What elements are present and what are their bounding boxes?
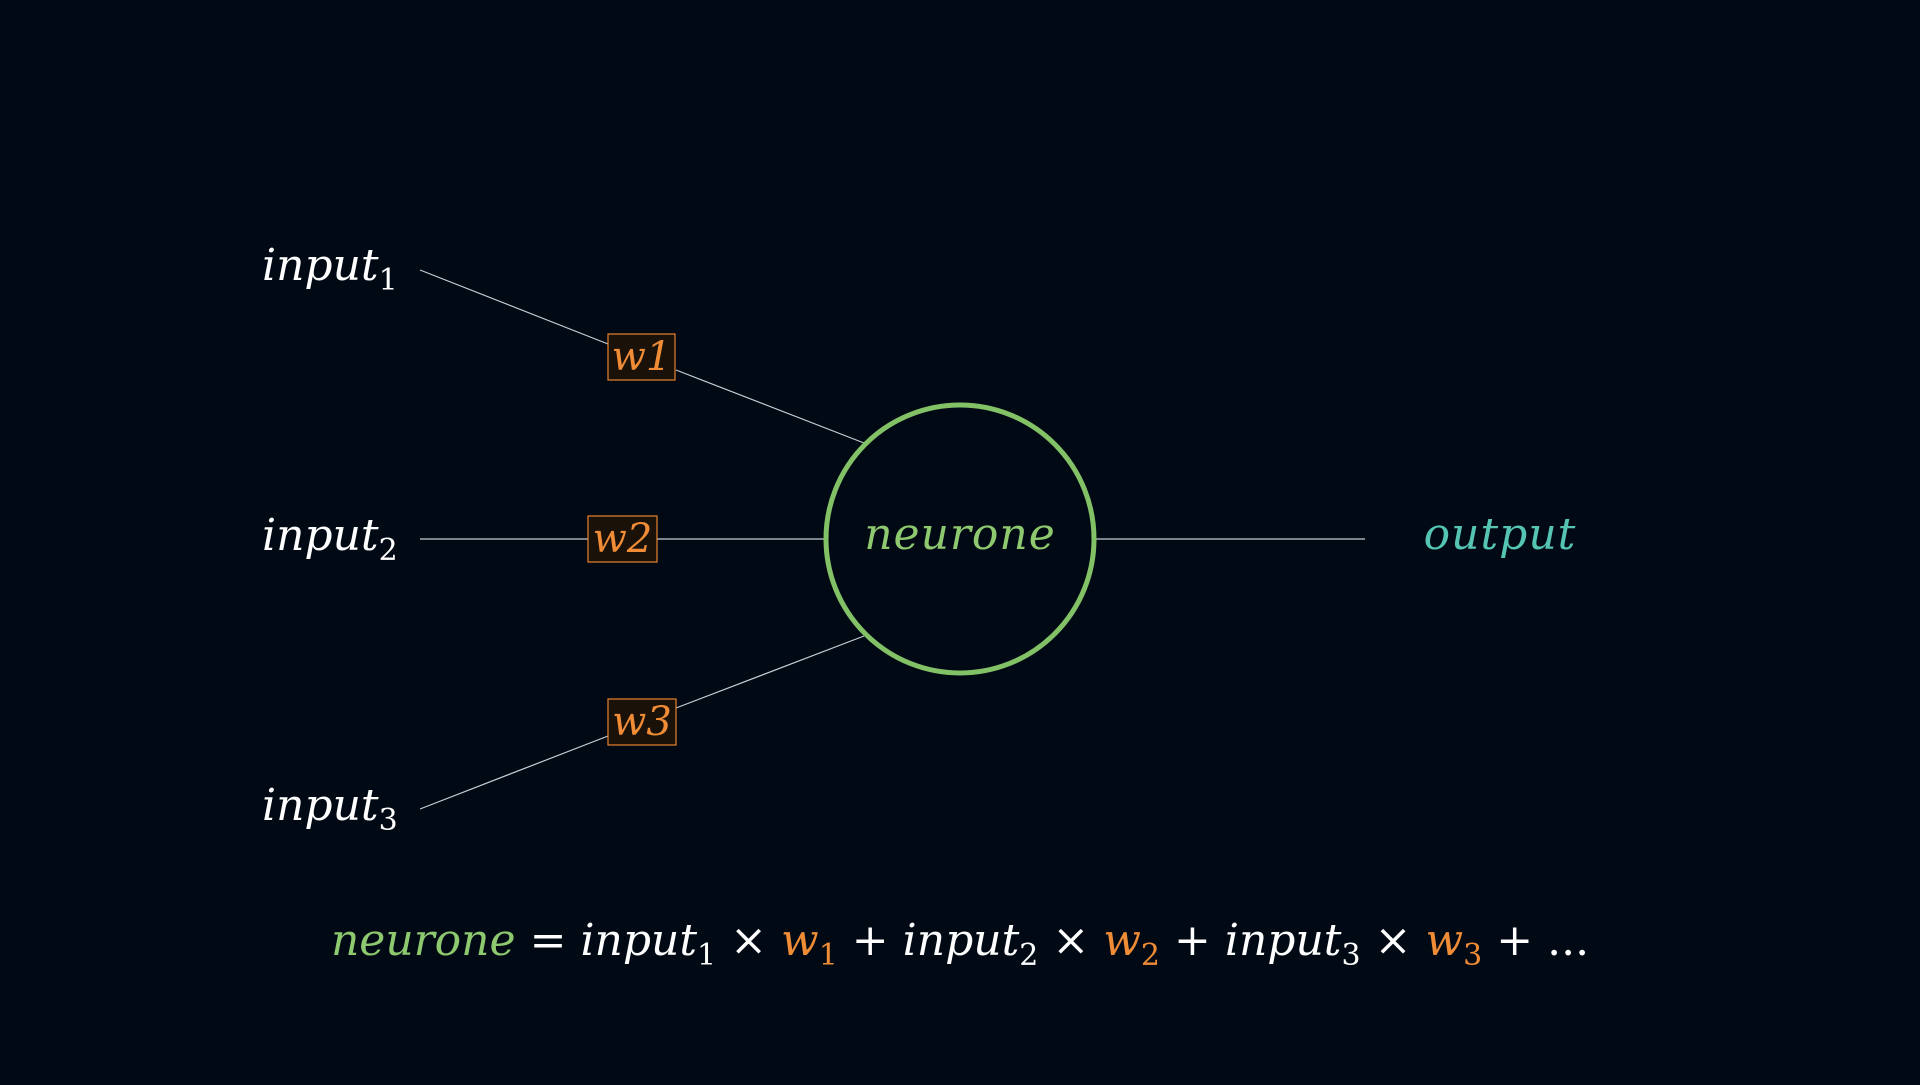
weight-label-2: w2 [593, 516, 653, 562]
edge-input-1-b [675, 369, 865, 444]
input-2-base: input [262, 510, 379, 561]
formula-term-1-plus: + [852, 915, 889, 966]
input-3-sub: 3 [379, 803, 398, 838]
formula-term-3-input: input [1225, 915, 1342, 966]
input-1-base: input [262, 240, 379, 291]
formula-term-2-weight: w [1103, 915, 1141, 966]
formula-ellipsis: ... [1547, 915, 1589, 966]
weight-label-1: w1 [612, 334, 672, 380]
input-1-sub: 1 [379, 263, 398, 298]
weight-box-3: w3 [607, 698, 677, 746]
formula-term-3-input-sub: 3 [1341, 938, 1360, 973]
formula-term-2-input: input [903, 915, 1020, 966]
formula-equals: = [530, 915, 567, 966]
neuron-label: neurone [864, 509, 1056, 560]
formula-term-2-plus: + [1174, 915, 1211, 966]
weight-box-1: w1 [607, 333, 676, 381]
formula-term-3-plus: + [1496, 915, 1533, 966]
formula-term-3-weight: w [1425, 915, 1463, 966]
output-label: output [1424, 509, 1577, 560]
formula-term-1-input: input [580, 915, 697, 966]
neuron-circle [823, 402, 1097, 676]
input-2-sub: 2 [379, 533, 398, 568]
formula-term-1-input-sub: 1 [697, 938, 716, 973]
formula-term-2-input-sub: 2 [1019, 938, 1038, 973]
formula-term-3-times: × [1375, 915, 1412, 966]
formula-term-3-weight-sub: 3 [1463, 938, 1482, 973]
input-3-base: input [262, 780, 379, 831]
edge-input-1 [419, 269, 609, 345]
formula: neurone = input1 × w1 + input2 × w2 + in… [331, 915, 1589, 976]
formula-term-1-weight: w [781, 915, 819, 966]
formula-term-2-times: × [1052, 915, 1089, 966]
weight-box-2: w2 [587, 515, 658, 563]
input-label-3: input3 [262, 780, 398, 838]
formula-term-2-weight-sub: 2 [1141, 938, 1160, 973]
weight-label-3: w3 [612, 699, 672, 745]
edge-input-3 [419, 735, 609, 810]
input-label-2: input2 [262, 510, 398, 568]
formula-term-1-times: × [730, 915, 767, 966]
formula-term-1-weight-sub: 1 [819, 938, 838, 973]
input-label-1: input1 [262, 240, 398, 298]
edge-input-3-b [675, 635, 865, 709]
formula-lhs: neurone [331, 915, 516, 966]
